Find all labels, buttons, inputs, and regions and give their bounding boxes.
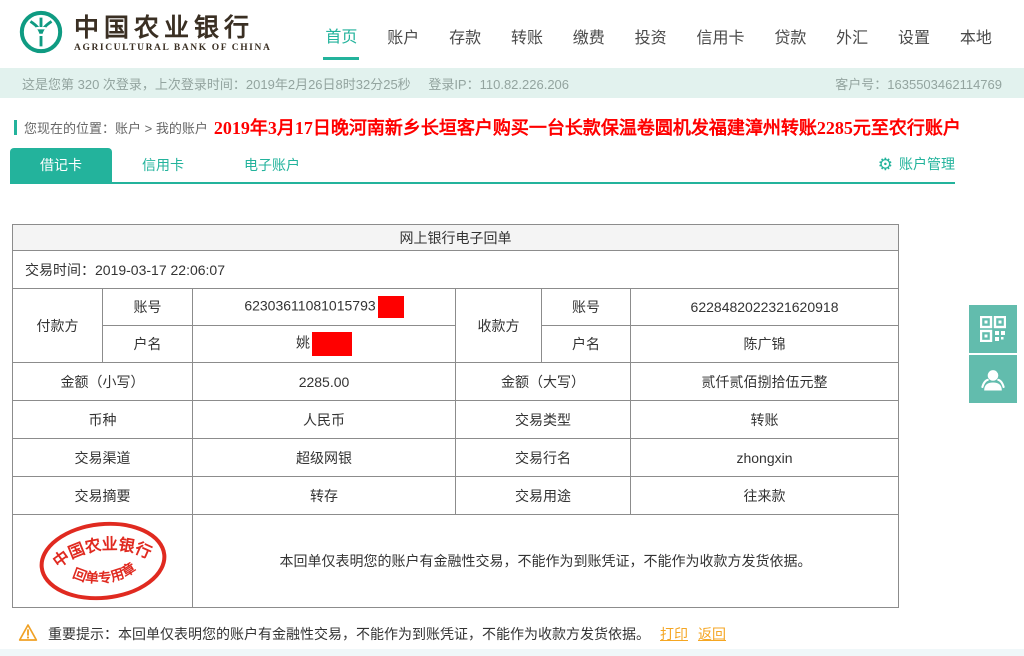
txn-channel-label: 交易渠道 xyxy=(12,438,193,477)
nav-item-loans[interactable]: 贷款 xyxy=(774,30,807,47)
bottom-strip xyxy=(0,649,1024,656)
tab-e-account[interactable]: 电子账户 xyxy=(244,157,300,173)
nav-item-payments[interactable]: 缴费 xyxy=(572,30,605,47)
account-manage-button[interactable]: ⚙ 账户管理 xyxy=(878,154,955,182)
floating-toolbar xyxy=(969,305,1017,405)
red-annotation-text: 2019年3月17日晚河南新乡长垣客户购买一台长款保温卷圆机发福建漳州转账228… xyxy=(213,118,961,138)
tab-debit-card[interactable]: 借记卡 xyxy=(10,148,112,182)
nav-item-deposits[interactable]: 存款 xyxy=(449,30,482,47)
receipt-table: 网上银行电子回单 交易时间：2019-03-17 22:06:07 付款方 账号… xyxy=(11,224,900,608)
amount-lower-label: 金额（小写） xyxy=(12,362,193,401)
customer-service-button[interactable] xyxy=(969,355,1017,403)
important-notice-text: 重要提示：本回单仅表明您的账户有金融性交易，不能作为到账凭证，不能作为收款方发货… xyxy=(48,626,650,642)
transaction-time-value: 2019-03-17 22:06:07 xyxy=(95,261,225,278)
login-count-text: 这是您第 320 次登录，上次登录时间：2019年2月26日8时32分25秒 xyxy=(22,76,411,92)
payee-name-label: 户名 xyxy=(541,325,631,363)
bank-name-en: AGRICULTURAL BANK OF CHINA xyxy=(74,42,272,53)
amount-upper-label: 金额（大写） xyxy=(455,362,631,401)
payee-name-value: 陈广锦 xyxy=(629,325,900,363)
txn-bank-value: zhongxin xyxy=(629,438,900,477)
transaction-time-label: 交易时间： xyxy=(25,261,95,278)
breadcrumb-row: 您现在的位置：账户 > 我的账户 2019年3月17日晚河南新乡长垣客户购买一台… xyxy=(0,108,1024,146)
payer-account-label: 账号 xyxy=(102,288,193,326)
amount-upper-value: 贰仟贰佰捌拾伍元整 xyxy=(629,362,900,401)
nav-item-investments[interactable]: 投资 xyxy=(634,30,667,47)
payer-account-value: 62303611081015793 xyxy=(192,288,456,326)
amount-lower-value: 2285.00 xyxy=(192,362,456,401)
nav-item-settings[interactable]: 设置 xyxy=(898,30,931,47)
payer-name-label: 户名 xyxy=(102,325,193,363)
qr-code-button[interactable] xyxy=(969,305,1017,353)
top-header: 中国农业银行 AGRICULTURAL BANK OF CHINA 首页 账户 … xyxy=(0,0,1024,68)
receipt-area: 网上银行电子回单 交易时间：2019-03-17 22:06:07 付款方 账号… xyxy=(11,224,1024,608)
txn-bank-label: 交易行名 xyxy=(455,438,631,477)
txn-channel-value: 超级网银 xyxy=(192,438,456,477)
account-manage-label: 账户管理 xyxy=(899,156,955,172)
breadcrumb-accent-bar xyxy=(14,119,17,135)
txn-summary-label: 交易摘要 xyxy=(12,476,193,515)
login-info-left: 这是您第 320 次登录，上次登录时间：2019年2月26日8时32分25秒 登… xyxy=(22,74,583,93)
breadcrumb[interactable]: 您现在的位置：账户 > 我的账户 xyxy=(14,118,208,137)
currency-label: 币种 xyxy=(12,400,193,439)
nav-item-forex[interactable]: 外汇 xyxy=(836,30,869,47)
payer-role-cell: 付款方 xyxy=(12,288,103,363)
account-tabs: 借记卡 信用卡 电子账户 ⚙ 账户管理 xyxy=(10,148,955,184)
payer-name-value: 姚 xyxy=(192,325,456,363)
bank-logo[interactable]: 中国农业银行 AGRICULTURAL BANK OF CHINA xyxy=(18,9,271,60)
nav-item-home[interactable]: 首页 xyxy=(323,9,360,60)
login-ip-label: 登录IP： xyxy=(428,76,480,92)
svg-text:回单专用章: 回单专用章 xyxy=(68,558,139,590)
payee-account-value: 6228482022321620918 xyxy=(629,288,900,326)
customer-number-label: 客户号： xyxy=(835,76,888,92)
transaction-time-cell: 交易时间：2019-03-17 22:06:07 xyxy=(11,250,900,289)
txn-purpose-label: 交易用途 xyxy=(455,476,631,515)
customer-number: 客户号：1635503462114769 xyxy=(835,74,1002,93)
gear-icon: ⚙ xyxy=(877,154,893,174)
redaction-block xyxy=(312,332,352,356)
payer-name-text: 姚 xyxy=(296,334,310,351)
breadcrumb-text: 您现在的位置：账户 > 我的账户 xyxy=(24,120,208,136)
txn-type-value: 转账 xyxy=(629,400,900,439)
nav-item-local[interactable]: 本地 xyxy=(959,30,992,47)
receipt-title: 网上银行电子回单 xyxy=(11,224,900,251)
txn-summary-value: 转存 xyxy=(192,476,456,515)
stamp-cell: 中国农业银行 回单专用章 xyxy=(12,514,193,608)
nav-item-accounts[interactable]: 账户 xyxy=(387,30,420,47)
payee-account-label: 账号 xyxy=(541,288,631,326)
receipt-stamp-seal: 中国农业银行 回单专用章 xyxy=(39,521,166,601)
nav-item-credit-card[interactable]: 信用卡 xyxy=(696,30,745,47)
qr-code-icon xyxy=(980,316,1006,342)
warning-icon xyxy=(18,623,38,645)
txn-purpose-value: 往来款 xyxy=(629,476,900,515)
tab-credit-card[interactable]: 信用卡 xyxy=(142,157,184,173)
bank-name: 中国农业银行 xyxy=(74,14,255,43)
receipt-notice: 本回单仅表明您的账户有金融性交易，不能作为到账凭证，不能作为收款方发货依据。 xyxy=(191,514,900,608)
main-nav: 首页 账户 存款 转账 缴费 投资 信用卡 贷款 外汇 设置 本地 xyxy=(323,9,1004,60)
txn-type-label: 交易类型 xyxy=(455,400,631,439)
nav-item-transfer[interactable]: 转账 xyxy=(510,30,543,47)
back-link[interactable]: 返回 xyxy=(698,626,726,642)
people-icon xyxy=(981,370,1005,391)
login-ip-value: 110.82.226.206 xyxy=(479,76,570,92)
redaction-block xyxy=(377,296,404,318)
payer-account-digits: 62303611081015793 xyxy=(244,297,376,314)
important-notice-row: 重要提示：本回单仅表明您的账户有金融性交易，不能作为到账凭证，不能作为收款方发货… xyxy=(18,623,1024,645)
print-link[interactable]: 打印 xyxy=(660,626,688,642)
payee-role-cell: 收款方 xyxy=(455,288,542,363)
brand-text: 中国农业银行 AGRICULTURAL BANK OF CHINA xyxy=(74,15,271,53)
customer-number-value: 1635503462114769 xyxy=(887,76,1002,92)
currency-value: 人民币 xyxy=(192,400,456,439)
login-info-bar: 这是您第 320 次登录，上次登录时间：2019年2月26日8时32分25秒 登… xyxy=(0,68,1024,98)
abc-logo-icon xyxy=(18,9,64,60)
